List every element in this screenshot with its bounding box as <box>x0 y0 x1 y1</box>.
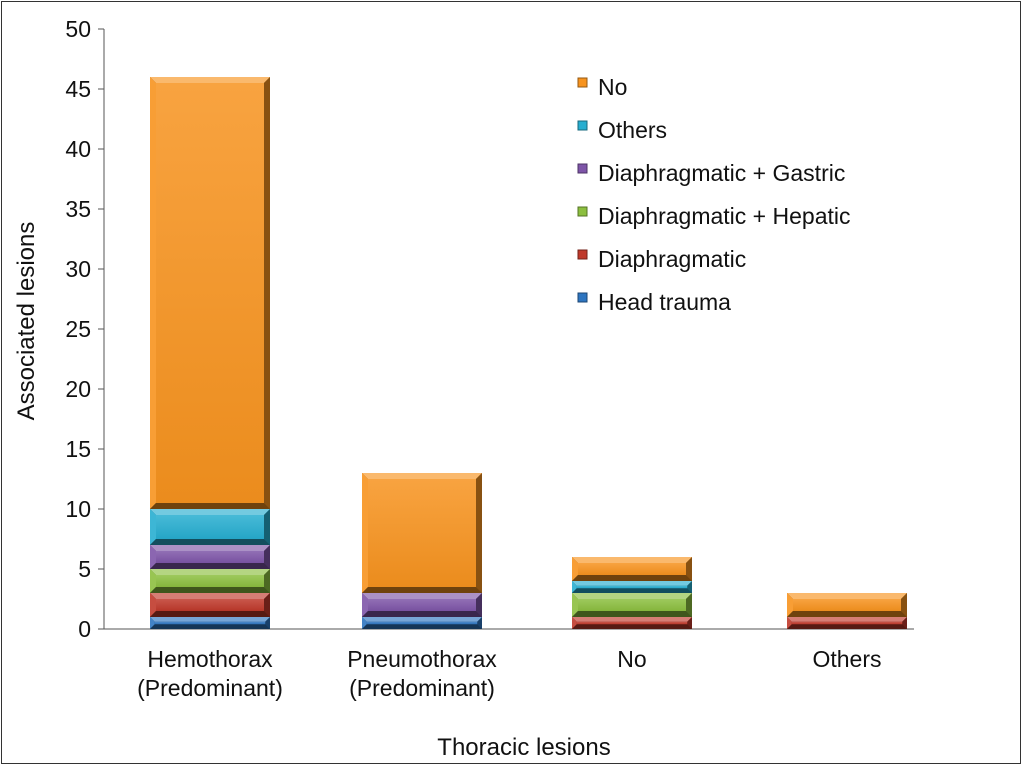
y-tick-label: 30 <box>65 256 91 282</box>
legend-item: Head trauma <box>577 289 731 315</box>
legend-swatch <box>577 206 588 217</box>
bar-segment <box>150 509 270 545</box>
y-tick-label: 40 <box>65 136 91 162</box>
axes: 0 5 10 15 20 25 30 35 40 45 50 Hemothorax (Predomina… <box>65 16 914 701</box>
bar-segment <box>572 557 692 581</box>
bar-segment <box>150 593 270 617</box>
x-axis-title: Thoracic lesions <box>437 734 610 761</box>
bar-segment <box>362 473 482 593</box>
legend-label: Others <box>598 117 667 143</box>
y-tick-label: 25 <box>65 316 91 342</box>
y-axis-title: Associated lesions <box>13 222 40 421</box>
x-tick-label: Others <box>812 646 881 672</box>
x-tick-label: Hemothorax (Predominant) <box>137 646 283 701</box>
legend-swatch <box>577 249 588 260</box>
x-tick-label: No <box>617 646 646 672</box>
y-tick-label: 35 <box>65 196 91 222</box>
legend-swatch <box>577 292 588 303</box>
y-tick-label: 50 <box>65 16 91 42</box>
bar-segment <box>150 617 270 629</box>
bar-segment <box>572 581 692 593</box>
bar-segment <box>362 617 482 629</box>
legend-item: No <box>577 74 627 100</box>
bar-segment <box>362 593 482 617</box>
legend: No Others Diaphragmatic + Gastric Diaphragm… <box>577 74 850 315</box>
legend-swatch <box>577 77 588 88</box>
legend-item: Diaphragmatic + Hepatic <box>577 203 850 229</box>
legend-item: Others <box>577 117 667 143</box>
y-tick-label: 5 <box>78 556 91 582</box>
legend-label: Diaphragmatic + Hepatic <box>598 203 850 229</box>
legend-label: Head trauma <box>598 289 731 315</box>
bar-segment <box>572 617 692 629</box>
y-tick-label: 45 <box>65 76 91 102</box>
bar-segment <box>572 593 692 617</box>
y-tick-label: 20 <box>65 376 91 402</box>
bars <box>150 77 907 629</box>
legend-item: Diaphragmatic + Gastric <box>577 160 845 186</box>
bar-segment <box>150 77 270 509</box>
x-tick-label: Pneumothorax (Predominant) <box>347 646 497 701</box>
legend-swatch <box>577 163 588 174</box>
legend-label: Diaphragmatic + Gastric <box>598 160 845 186</box>
legend-swatch <box>577 120 588 131</box>
bar-segment <box>787 593 907 617</box>
bar-segment <box>787 617 907 629</box>
y-tick-label: 0 <box>78 616 91 642</box>
y-tick-label: 15 <box>65 436 91 462</box>
legend-label: No <box>598 74 627 100</box>
bar-segment <box>150 545 270 569</box>
bar-segment <box>150 569 270 593</box>
legend-label: Diaphragmatic <box>598 246 746 272</box>
legend-item: Diaphragmatic <box>577 246 746 272</box>
y-tick-label: 10 <box>65 496 91 522</box>
